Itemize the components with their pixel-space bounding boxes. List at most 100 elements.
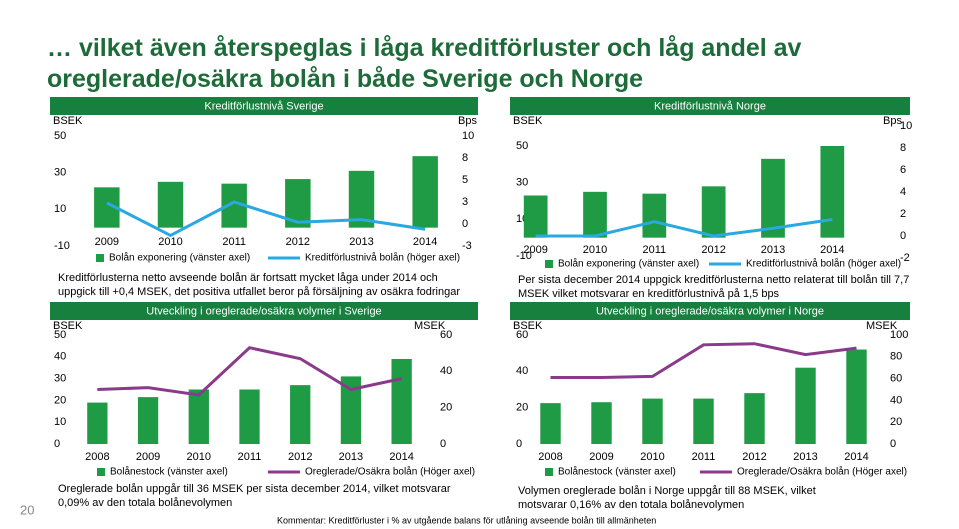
- x-tick-label: 2009: [523, 244, 547, 256]
- bar: [523, 195, 548, 238]
- x-tick-label: 2013: [793, 451, 817, 463]
- bar: [188, 389, 209, 444]
- y-tick-label: 30: [516, 177, 528, 189]
- description: Volymen oreglerade bolån i Norge uppgår …: [518, 485, 816, 497]
- line: [550, 342, 857, 380]
- axis-unit: MSEK: [414, 320, 446, 332]
- x-tick-label: 2014: [820, 244, 844, 256]
- bar: [761, 158, 785, 238]
- y2-tick-label: 60: [440, 329, 452, 341]
- bar: [540, 403, 561, 444]
- header-bar: [510, 302, 910, 320]
- axis-unit: MSEK: [866, 320, 898, 332]
- axis-unit: BSEK: [53, 320, 83, 332]
- bar: [701, 186, 726, 238]
- y2-tick-label: -3: [462, 240, 472, 252]
- legend-label: Kreditförlustnivå bolån (höger axel): [746, 258, 901, 270]
- y-tick-label: -10: [54, 240, 70, 252]
- legend-label: Bolån exponering (vänster axel): [558, 258, 699, 270]
- bar: [87, 402, 108, 444]
- legend-swatch: [97, 468, 105, 476]
- bar: [391, 358, 412, 444]
- x-tick-label: 2013: [349, 236, 373, 248]
- x-tick-label: 2010: [583, 244, 607, 256]
- y2-tick-label: 0: [462, 218, 468, 230]
- x-tick-label: 2008: [85, 451, 109, 463]
- bar: [693, 398, 714, 444]
- legend-swatch: [96, 254, 104, 262]
- y-tick-label: 50: [54, 130, 66, 142]
- bar: [412, 156, 438, 228]
- page-number: 20: [20, 502, 34, 517]
- y2-tick-label: 60: [890, 373, 902, 385]
- y2-tick-label: 40: [890, 394, 902, 406]
- bar: [239, 389, 260, 444]
- y-tick-label: 40: [516, 365, 528, 377]
- x-tick-label: 2011: [238, 451, 262, 463]
- y2-tick-label: 20: [890, 416, 902, 428]
- y2-tick-label: 0: [900, 230, 906, 242]
- x-tick-label: 2010: [158, 236, 182, 248]
- x-tick-label: 2013: [339, 451, 363, 463]
- chart-header: Utveckling i oreglerade/osäkra volymer i…: [146, 305, 381, 317]
- x-tick-label: 2014: [389, 451, 413, 463]
- x-tick-label: 2014: [844, 451, 868, 463]
- y-tick-label: 30: [54, 167, 66, 179]
- legend-label: Kreditförlustnivå bolån (höger axel): [305, 252, 460, 264]
- y-tick-label: 10: [54, 203, 66, 215]
- legend-label: Oreglerade/Osäkra bolån (Höger axel): [737, 466, 907, 478]
- axis-unit: BSEK: [513, 320, 543, 332]
- axis-unit: BSEK: [513, 115, 543, 127]
- chart-header: Kreditförlustnivå Sverige: [204, 100, 323, 112]
- bar: [642, 398, 663, 444]
- y-tick-label: 20: [54, 394, 66, 406]
- legend-label: Oreglerade/Osäkra bolån (Höger axel): [305, 466, 475, 478]
- bar: [137, 397, 159, 444]
- x-tick-label: 2012: [701, 244, 725, 256]
- axis-unit: Bps: [458, 115, 477, 127]
- description: MSEK vilket motsvarar en kreditförlustni…: [518, 288, 780, 300]
- y-tick-label: 0: [516, 438, 522, 450]
- x-tick-label: 2012: [288, 451, 312, 463]
- legend-label: Bolånestock (vänster axel): [558, 466, 676, 478]
- y2-tick-label: 100: [890, 329, 908, 341]
- x-tick-label: 2010: [640, 451, 664, 463]
- x-tick-label: 2012: [742, 451, 766, 463]
- y-tick-label: 60: [516, 329, 528, 341]
- bar: [744, 393, 765, 444]
- y2-tick-label: 3: [462, 196, 468, 208]
- y-tick-label: 20: [516, 402, 528, 414]
- y2-tick-label: 40: [440, 365, 452, 377]
- x-tick-label: 2011: [222, 236, 246, 248]
- bar: [846, 349, 867, 444]
- y2-tick-label: 5: [462, 174, 468, 186]
- bar: [820, 146, 845, 238]
- y2-tick-label: 10: [462, 130, 474, 142]
- header-bar: [50, 302, 478, 320]
- x-tick-label: 2013: [761, 244, 785, 256]
- legend-label: Bolån exponering (vänster axel): [109, 252, 250, 264]
- description: 0,09% av den totala bolånevolymen: [58, 497, 232, 509]
- bar: [583, 191, 607, 238]
- title-line: … vilket även återspeglas i låga kreditf…: [47, 34, 802, 62]
- y2-tick-label: 8: [462, 152, 468, 164]
- y-tick-label: 40: [54, 351, 66, 363]
- bar: [642, 193, 667, 238]
- x-tick-label: 2012: [286, 236, 310, 248]
- y-tick-label: 10: [54, 416, 66, 428]
- x-tick-label: 2014: [413, 236, 437, 248]
- x-tick-label: 2008: [538, 451, 562, 463]
- y2-tick-label: 20: [440, 402, 452, 414]
- y-tick-label: 50: [54, 329, 66, 341]
- title-line: oreglerade/osäkra bolån i både Sverige o…: [47, 65, 643, 93]
- description: Kreditförlusterna netto avseende bolån ä…: [58, 272, 438, 284]
- legend-swatch: [545, 260, 553, 268]
- y2-tick-label: 2: [900, 208, 906, 220]
- x-tick-label: 2009: [589, 451, 613, 463]
- y2-tick-label: 6: [900, 164, 906, 176]
- y2-tick-label: 80: [890, 351, 902, 363]
- y2-tick-label: 0: [440, 438, 446, 450]
- line: [535, 218, 833, 238]
- description: Per sista december 2014 uppgick kreditfö…: [518, 274, 909, 286]
